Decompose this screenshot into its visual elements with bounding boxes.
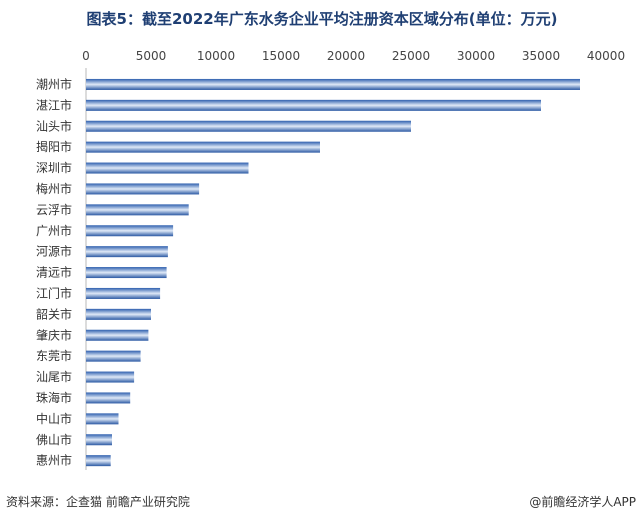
x-tick-label-3: 15000 (262, 49, 300, 63)
bar-17 (86, 434, 112, 446)
x-tick-label-7: 35000 (522, 49, 560, 63)
category-label-5: 梅州市 (36, 181, 72, 196)
category-label-9: 清远市 (36, 265, 72, 280)
category-label-6: 云浮市 (36, 202, 72, 217)
brand-note: @前瞻经济学人APP (529, 495, 636, 509)
x-tick-label-4: 20000 (327, 49, 365, 63)
category-label-8: 河源市 (36, 244, 72, 259)
category-label-10: 江门市 (36, 285, 72, 300)
bar-10 (86, 287, 161, 299)
bar-11 (86, 308, 151, 320)
bar-6 (86, 204, 189, 216)
bar-13 (86, 350, 141, 362)
category-label-3: 揭阳市 (36, 139, 72, 154)
category-label-7: 广州市 (36, 223, 72, 238)
x-tick-label-1: 5000 (136, 49, 167, 63)
bar-7 (86, 225, 174, 237)
category-label-16: 中山市 (36, 411, 72, 426)
category-label-14: 汕尾市 (36, 369, 72, 384)
x-tick-label-6: 30000 (457, 49, 495, 63)
x-tick-label-5: 25000 (392, 49, 430, 63)
bar-5 (86, 183, 200, 195)
bar-2 (86, 120, 411, 132)
bar-9 (86, 267, 167, 279)
x-tick-label-8: 40000 (587, 49, 625, 63)
category-label-12: 肇庆市 (36, 327, 72, 342)
bar-14 (86, 371, 135, 383)
bar-0 (86, 78, 580, 90)
category-label-17: 佛山市 (36, 432, 72, 447)
category-label-0: 潮州市 (36, 76, 72, 91)
category-label-15: 珠海市 (36, 390, 72, 405)
bar-1 (86, 99, 541, 111)
category-label-11: 韶关市 (36, 306, 72, 321)
x-tick-label-2: 10000 (197, 49, 235, 63)
x-tick-label-0: 0 (82, 49, 90, 63)
bar-15 (86, 392, 131, 404)
category-label-1: 湛江市 (36, 97, 72, 112)
bar-8 (86, 246, 168, 258)
category-label-13: 东莞市 (36, 348, 72, 363)
source-note: 资料来源：企查猫 前瞻产业研究院 (6, 495, 190, 509)
bar-3 (86, 141, 320, 153)
chart-title: 图表5：截至2022年广东水务企业平均注册资本区域分布(单位：万元) (86, 10, 558, 28)
category-label-4: 深圳市 (36, 160, 72, 175)
category-label-2: 汕头市 (36, 118, 72, 133)
category-label-18: 惠州市 (36, 453, 72, 468)
bar-18 (86, 455, 111, 467)
bar-chart: 0 5000 10000 15000 20000 25000 30000 35000 40000… (36, 49, 625, 470)
bar-4 (86, 162, 249, 174)
bar-12 (86, 329, 149, 341)
bar-16 (86, 413, 119, 425)
